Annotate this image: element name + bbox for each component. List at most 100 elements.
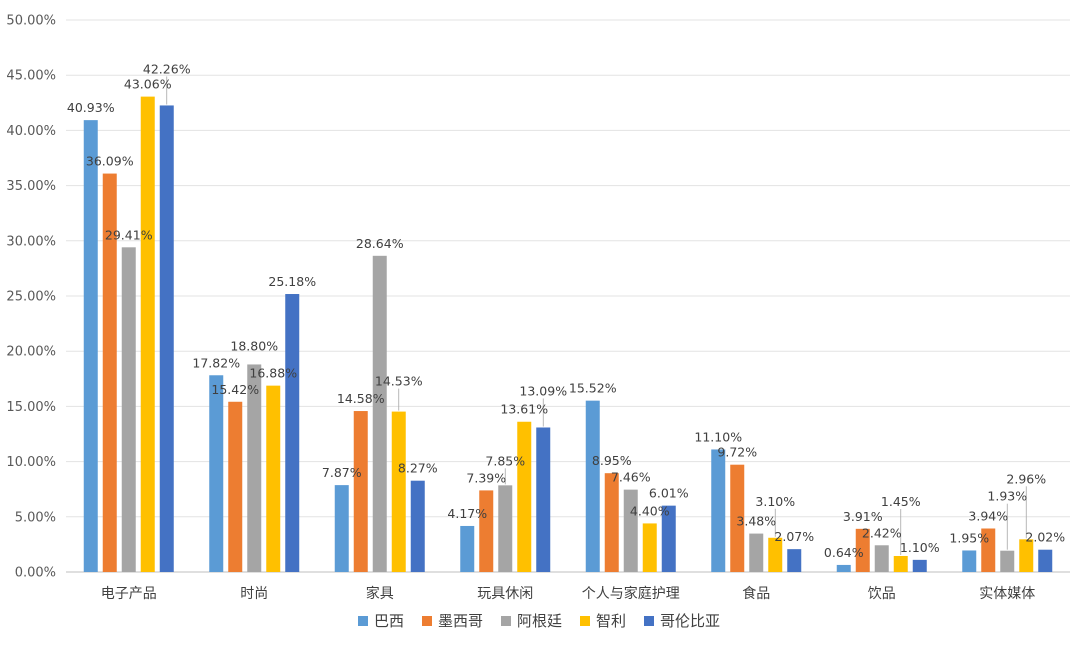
data-label: 2.07%	[774, 529, 814, 544]
legend: 巴西 墨西哥 阿根廷 智利 哥伦比亚	[358, 612, 720, 630]
bar	[855, 528, 870, 572]
data-labels: 40.93% 36.09% 29.41% 43.06%42.26% 17.82% 15.4…	[67, 61, 1065, 559]
bar	[460, 525, 475, 572]
bar	[768, 537, 783, 572]
bar	[334, 485, 349, 572]
data-label: 1.10%	[900, 540, 940, 555]
x-category-label: 食品	[742, 585, 770, 602]
data-label: 28.64%	[356, 236, 404, 251]
data-label: 6.01%	[649, 486, 689, 501]
bar	[83, 120, 98, 572]
bar	[962, 550, 977, 572]
x-category-label: 电子产品	[101, 586, 157, 602]
data-label: 2.42%	[862, 525, 902, 540]
data-label: 15.52%	[569, 381, 617, 396]
bar	[517, 421, 532, 572]
legend-swatch	[644, 616, 654, 626]
bar	[228, 401, 243, 572]
data-label: 15.42%	[211, 382, 259, 397]
bar	[266, 385, 281, 572]
data-label: 7.85%	[485, 453, 525, 468]
legend-label: 阿根廷	[517, 612, 562, 630]
bar	[711, 449, 726, 572]
bar	[247, 364, 262, 572]
data-label: 8.95%	[592, 453, 632, 468]
bar	[836, 564, 851, 572]
data-label: 40.93%	[67, 100, 115, 115]
bar	[285, 294, 300, 572]
data-label: 4.40%	[630, 503, 670, 518]
legend-swatch	[580, 616, 590, 626]
y-tick-label: 50.00%	[6, 14, 56, 29]
y-tick-label: 20.00%	[6, 345, 56, 360]
bar	[730, 464, 745, 572]
bars	[83, 96, 1053, 573]
y-tick-label: 35.00%	[6, 179, 56, 194]
bar	[604, 473, 619, 572]
data-label: 42.26%	[143, 61, 191, 76]
bar	[912, 559, 927, 572]
bar	[585, 400, 600, 572]
y-tick-label: 40.00%	[6, 124, 56, 139]
data-label: 0.64%	[824, 545, 864, 560]
data-label: 43.06%	[124, 77, 172, 92]
bar	[787, 549, 802, 572]
bar	[874, 545, 889, 572]
y-tick-label: 15.00%	[6, 400, 56, 415]
data-label: 14.58%	[337, 391, 385, 406]
data-label: 2.96%	[1006, 471, 1046, 486]
legend-label: 巴西	[374, 612, 404, 630]
data-label: 36.09%	[86, 154, 134, 169]
y-tick-label: 0.00%	[15, 566, 56, 581]
data-label: 7.39%	[466, 470, 506, 485]
bar	[623, 489, 638, 572]
bar	[1038, 549, 1053, 572]
y-tick-label: 30.00%	[6, 234, 56, 249]
bar	[353, 411, 368, 572]
x-axis-categories: 电子产品 时尚 家具 玩具休闲 个人与家庭护理 食品 饮品 实体媒体	[101, 585, 1036, 602]
bar	[1019, 539, 1034, 572]
data-label: 3.10%	[755, 494, 795, 509]
legend-label: 墨西哥	[438, 612, 483, 630]
data-label: 11.10%	[694, 429, 742, 444]
bar	[121, 247, 136, 572]
bar	[209, 375, 224, 572]
data-label: 14.53%	[375, 374, 423, 389]
x-category-label: 玩具休闲	[477, 586, 533, 602]
bar	[159, 105, 174, 573]
legend-swatch	[422, 616, 432, 626]
data-label: 17.82%	[192, 355, 240, 370]
bar	[479, 490, 494, 572]
legend-swatch	[358, 616, 368, 626]
bar	[410, 480, 425, 572]
legend-label: 哥伦比亚	[660, 612, 720, 630]
data-label: 3.91%	[843, 509, 883, 524]
data-label: 9.72%	[717, 445, 757, 460]
data-label: 1.93%	[987, 489, 1027, 504]
bar	[981, 528, 996, 572]
bar	[372, 255, 387, 573]
data-label: 2.02%	[1025, 530, 1065, 545]
y-axis-ticks: 0.00% 5.00% 10.00% 15.00% 20.00% 25.00% 30.00%…	[6, 14, 56, 581]
data-label: 3.48%	[736, 514, 776, 529]
bar	[661, 505, 676, 572]
data-label: 3.94%	[968, 509, 1008, 524]
data-label: 13.61%	[500, 402, 548, 417]
legend-label: 智利	[596, 612, 626, 630]
data-label: 7.46%	[611, 470, 651, 485]
x-category-label: 饮品	[868, 586, 896, 602]
data-label: 13.09%	[519, 383, 567, 398]
legend-swatch	[501, 616, 511, 626]
bar	[102, 173, 117, 572]
x-category-label: 实体媒体	[979, 586, 1035, 602]
data-label: 1.45%	[881, 494, 921, 509]
bar	[391, 411, 406, 572]
data-label: 4.17%	[447, 506, 487, 521]
data-label: 1.95%	[949, 530, 989, 545]
data-label: 29.41%	[105, 227, 153, 242]
data-label: 7.87%	[322, 465, 362, 480]
y-tick-label: 10.00%	[6, 455, 56, 470]
data-label: 25.18%	[268, 274, 316, 289]
bar	[536, 427, 551, 572]
